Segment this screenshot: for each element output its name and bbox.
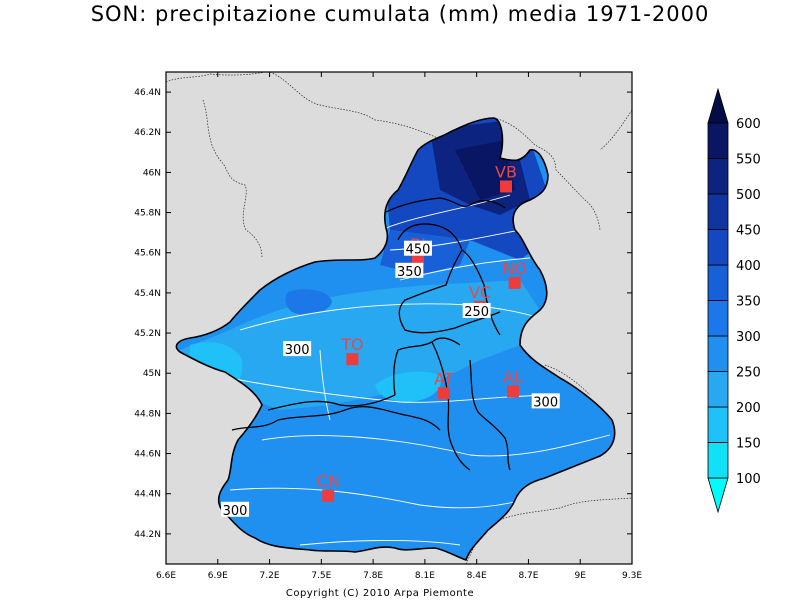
lat-tick-label: 45.2N [134,329,161,339]
lon-tick-label: 8.4E [467,571,487,581]
lat-tick-label: 45N [143,369,161,379]
city-label: AL [503,367,523,386]
city-at: AT [434,369,454,400]
colorbar-segment [707,158,729,195]
lon-tick-label: 6.6E [156,571,176,581]
city-label: CN [317,472,340,491]
lat-tick-label: 45.8N [134,209,161,219]
city-marker [508,276,521,289]
colorbar-segment [707,406,729,443]
colorbar-tick-label: 250 [736,366,761,381]
city-vb: VB [495,162,517,193]
lon-tick-label: 7.8E [363,571,383,581]
city-label: VB [495,162,517,181]
colorbar-tick-label: 200 [736,401,761,416]
city-marker [322,489,335,502]
lat-tick-label: 44.8N [134,409,161,419]
colorbar-tick-label: 300 [736,330,761,345]
city-no: NO [502,259,527,289]
contour-value: 450 [406,243,431,258]
lon-tick-label: 7.2E [260,571,280,581]
lat-tick-label: 44.4N [134,490,161,500]
contour-value: 300 [223,504,248,519]
isohyet-line-1 [389,229,521,251]
precip-band-8 [260,413,470,475]
colorbar-tick-label: 150 [736,437,761,452]
city-marker [411,252,424,265]
lon-tick-label: 7.5E [311,571,331,581]
copyright-text: Copyright (C) 2010 Arpa Piemonte [285,588,475,599]
colorbar-segment [707,442,729,479]
contour-label: 450 [403,240,432,258]
lat-tick-label: 45.6N [134,249,161,259]
colorbar-segment [707,264,729,301]
isohyet-line-5 [261,434,611,457]
lon-tick-label: 9.3E [622,571,642,581]
city-marker [346,353,359,366]
isohyet-line-0 [385,194,511,229]
precip-band-7 [375,371,441,402]
contour-value: 300 [533,395,558,410]
colorbar-segment [707,122,729,159]
colorbar-tick-label: 100 [736,472,761,487]
contour-label: 350 [395,262,424,280]
latitude-axis: 46.4N 46.2N 46N 45.8N 45.6N 45.4N 45.2N 45N 44.8… [134,88,632,540]
neighbour-borders [165,71,633,565]
lat-tick-label: 45.4N [134,289,161,299]
colorbar-tick-label: 450 [736,224,761,239]
isohyet-line-7 [299,540,461,546]
colorbar-segment [707,371,729,408]
city-marker [437,387,450,400]
contour-value: 250 [464,305,489,320]
colorbar-segment [707,229,729,266]
colorbar-segment [707,193,729,230]
precip-band-5 [180,280,540,410]
contour-label: 300 [283,341,312,358]
city-to: TO [340,335,364,366]
city-label: NO [502,259,527,278]
lat-tick-label: 46.4N [134,88,161,98]
contour-label-layer: 450 350 250 300 300 300 [221,240,560,519]
isohyet-line-3 [239,303,541,331]
lon-tick-label: 6.9E [208,571,228,581]
city-label: AT [434,369,454,388]
colorbar-min-arrow [707,477,729,514]
map-frame [165,71,633,565]
colorbar-tick-label: 500 [736,188,761,203]
lat-tick-label: 46N [143,168,161,178]
city-label: TO [340,335,363,354]
lat-tick-label: 44.2N [134,530,161,540]
piedmont-border [175,117,616,562]
city-marker [500,180,513,193]
longitude-axis: 6.6E 6.9E 7.2E 7.5E 7.8E 8.1E 8.4E 8.7E 9E 9.3E [156,72,642,581]
colorbar-max-arrow [707,87,729,124]
precip-band-11 [285,289,332,315]
lon-tick-label: 8.7E [518,571,538,581]
colorbar-segment [707,335,729,372]
city-label: VC [469,283,491,302]
colorbar: 100 150 200 250 300 350 400 450 500 550 600 [707,87,761,514]
colorbar-tick-label: 600 [736,117,761,132]
contour-value: 350 [397,265,422,280]
lat-tick-label: 44.6N [134,450,161,460]
isohyet-line-4 [199,371,561,403]
colorbar-tick-label: 350 [736,295,761,310]
lon-tick-label: 9E [575,571,587,581]
colorbar-tick-label: 400 [736,259,761,274]
contour-label: 300 [531,393,560,410]
province-boundaries [231,197,511,471]
city-cn: CN [317,472,340,502]
city-marker [506,385,519,398]
map-title: SON: precipitazione cumulata (mm) media … [90,2,710,26]
colorbar-segment [707,300,729,337]
isohyet-line-6 [229,487,541,509]
colorbar-tick-label: 550 [736,153,761,168]
city-al: AL [503,367,523,398]
contour-value: 300 [285,343,310,358]
contour-label: 250 [462,302,491,320]
contour-label: 300 [221,501,250,519]
lon-tick-label: 8.1E [415,571,435,581]
lat-tick-label: 46.2N [134,128,161,138]
